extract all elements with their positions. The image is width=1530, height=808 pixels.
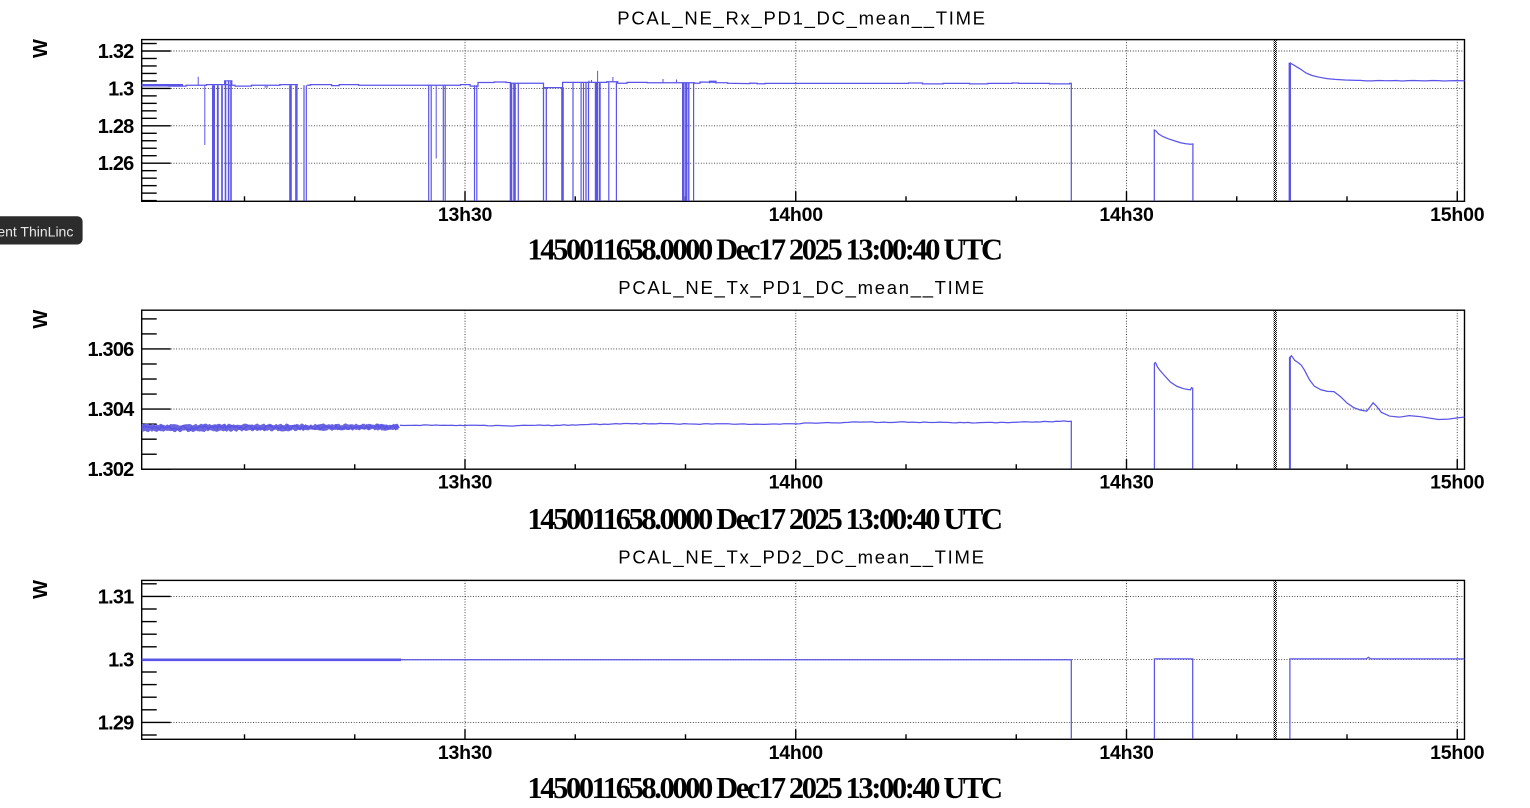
svg-text:13h30: 13h30 [438,472,493,494]
svg-text:1450011658.0000 Dec17 2025 13:: 1450011658.0000 Dec17 2025 13:00:40 UTC [527,233,1001,267]
svg-text:13h30: 13h30 [438,204,493,226]
svg-text:1.304: 1.304 [87,399,135,421]
svg-text:1.306: 1.306 [87,339,134,361]
svg-text:14h00: 14h00 [769,204,824,226]
svg-text:W: W [30,39,52,58]
svg-text:15h00: 15h00 [1430,742,1485,764]
svg-text:1.26: 1.26 [98,153,134,175]
svg-text:PCAL_NE_Tx_PD2_DC_mean__TIME: PCAL_NE_Tx_PD2_DC_mean__TIME [618,546,985,568]
svg-text:W: W [30,580,52,599]
svg-text:W: W [30,310,52,329]
svg-text:PCAL_NE_Rx_PD1_DC_mean__TIME: PCAL_NE_Rx_PD1_DC_mean__TIME [617,8,986,30]
svg-text:Client ThinLinc: Client ThinLinc [0,223,73,239]
svg-text:1.31: 1.31 [98,586,134,608]
svg-text:14h00: 14h00 [769,742,824,764]
svg-text:1450011658.0000 Dec17 2025 13:: 1450011658.0000 Dec17 2025 13:00:40 UTC [527,502,1001,536]
svg-text:14h30: 14h30 [1099,204,1154,226]
svg-text:PCAL_NE_Tx_PD1_DC_mean__TIME: PCAL_NE_Tx_PD1_DC_mean__TIME [618,277,985,299]
svg-text:14h00: 14h00 [769,472,824,494]
svg-text:15h00: 15h00 [1430,204,1485,226]
svg-text:1.29: 1.29 [98,712,134,734]
svg-text:1.3: 1.3 [108,78,134,100]
svg-text:1.302: 1.302 [87,459,134,481]
svg-text:1450011658.0000 Dec17 2025 13:: 1450011658.0000 Dec17 2025 13:00:40 UTC [527,771,1001,805]
svg-text:1.28: 1.28 [98,116,134,138]
svg-text:13h30: 13h30 [438,742,493,764]
svg-text:1.32: 1.32 [98,41,134,63]
svg-text:1.3: 1.3 [108,649,134,671]
svg-text:15h00: 15h00 [1430,472,1485,494]
svg-text:14h30: 14h30 [1099,742,1154,764]
svg-text:14h30: 14h30 [1099,472,1154,494]
